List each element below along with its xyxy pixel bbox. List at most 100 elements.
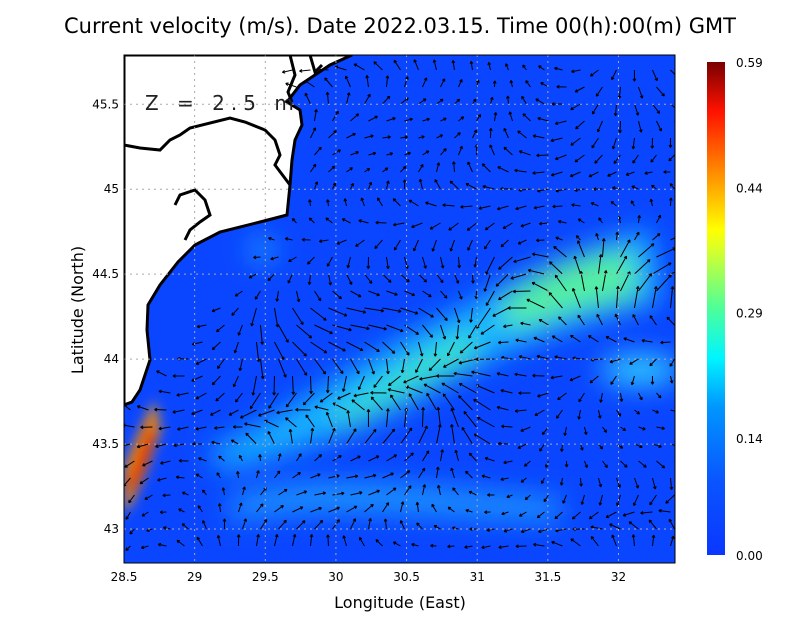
velocity-arrow xyxy=(358,219,369,224)
velocity-arrow xyxy=(418,178,423,190)
velocity-arrow xyxy=(537,392,549,398)
velocity-arrow xyxy=(250,307,257,327)
velocity-arrow xyxy=(554,511,563,520)
velocity-arrow xyxy=(545,460,549,468)
velocity-arrow xyxy=(308,199,312,207)
velocity-arrow xyxy=(652,409,659,414)
velocity-arrow xyxy=(385,256,390,270)
velocity-arrow xyxy=(216,534,221,547)
velocity-arrow xyxy=(140,425,153,430)
velocity-arrow xyxy=(172,374,185,378)
velocity-arrow xyxy=(481,163,491,173)
velocity-arrow xyxy=(558,316,567,326)
velocity-arrow xyxy=(620,460,628,468)
velocity-arrow xyxy=(136,405,149,411)
velocity-arrow xyxy=(638,273,653,292)
velocity-arrow xyxy=(435,162,441,173)
velocity-arrow xyxy=(466,222,477,231)
velocity-arrow xyxy=(351,399,365,411)
velocity-arrow xyxy=(292,307,304,326)
velocity-arrow xyxy=(375,539,383,547)
coastline-detail xyxy=(124,55,324,241)
velocity-arrow xyxy=(630,375,635,386)
velocity-arrow xyxy=(309,534,314,547)
velocity-vectors xyxy=(124,59,675,551)
velocity-arrow xyxy=(518,150,531,156)
velocity-arrow xyxy=(562,494,567,504)
velocity-arrow xyxy=(393,59,401,71)
velocity-arrow xyxy=(270,256,279,261)
velocity-arrow xyxy=(471,273,475,284)
velocity-arrow xyxy=(633,103,640,116)
velocity-arrow xyxy=(489,96,494,105)
velocity-arrow xyxy=(570,103,581,111)
velocity-arrow xyxy=(447,544,455,549)
velocity-arrow xyxy=(196,324,207,329)
velocity-arrow xyxy=(473,341,491,350)
velocity-arrow xyxy=(442,203,455,207)
velocity-arrow xyxy=(454,132,461,139)
velocity-arrow xyxy=(139,477,149,485)
velocity-arrow xyxy=(602,426,608,433)
velocity-arrow xyxy=(465,470,473,479)
velocity-arrow xyxy=(510,273,527,280)
chart-title: Current velocity (m/s). Date 2022.03.15.… xyxy=(64,14,736,38)
velocity-arrow xyxy=(325,411,333,428)
velocity-arrow xyxy=(296,324,313,339)
velocity-arrow xyxy=(551,540,563,547)
velocity-arrow xyxy=(314,146,322,156)
velocity-arrow xyxy=(674,460,675,463)
velocity-arrow xyxy=(217,503,222,513)
velocity-arrow xyxy=(536,354,549,360)
velocity-arrow xyxy=(328,427,336,445)
velocity-arrow xyxy=(537,116,549,122)
velocity-arrow xyxy=(607,171,617,177)
velocity-arrow xyxy=(598,443,604,450)
velocity-arrow xyxy=(373,61,383,71)
velocity-arrow xyxy=(674,426,675,428)
velocity-arrow xyxy=(540,82,549,88)
velocity-arrow xyxy=(400,135,408,140)
velocity-arrow xyxy=(597,254,603,275)
velocity-arrow xyxy=(210,409,221,416)
velocity-arrow xyxy=(418,467,426,479)
velocity-arrow xyxy=(386,290,398,296)
velocity-arrow xyxy=(163,526,171,530)
velocity-arrow xyxy=(365,75,370,88)
velocity-arrow xyxy=(670,443,675,447)
velocity-arrow xyxy=(629,358,639,365)
velocity-arrow xyxy=(272,375,276,396)
velocity-arrow xyxy=(533,542,545,547)
velocity-arrow xyxy=(431,239,437,252)
velocity-arrow xyxy=(176,539,185,547)
velocity-arrow xyxy=(669,375,674,384)
velocity-arrow xyxy=(421,407,425,428)
velocity-arrow xyxy=(429,222,441,230)
velocity-arrow xyxy=(620,271,631,292)
velocity-arrow xyxy=(487,493,495,497)
velocity-arrow xyxy=(400,307,419,315)
velocity-arrow xyxy=(385,358,390,375)
velocity-arrow xyxy=(285,392,297,408)
velocity-arrow xyxy=(154,407,167,412)
velocity-arrow xyxy=(450,424,455,445)
velocity-arrow xyxy=(332,455,342,462)
velocity-arrow xyxy=(314,491,327,496)
colorbar-tick-label: 0.29 xyxy=(736,307,763,321)
velocity-arrow xyxy=(539,443,545,452)
velocity-arrow xyxy=(195,358,207,365)
velocity-arrow xyxy=(364,167,371,173)
velocity-arrow xyxy=(157,542,167,547)
velocity-arrow xyxy=(237,502,243,513)
colorbar-tick-label: 0.00 xyxy=(736,549,763,563)
velocity-arrow xyxy=(495,273,509,287)
velocity-arrow xyxy=(346,505,358,513)
velocity-arrow xyxy=(222,518,227,530)
velocity-arrow xyxy=(237,324,243,336)
velocity-arrow xyxy=(440,78,446,88)
velocity-arrow xyxy=(434,179,441,190)
velocity-arrow xyxy=(433,341,438,357)
velocity-arrow xyxy=(422,117,430,122)
velocity-arrow xyxy=(375,220,387,225)
velocity-arrow xyxy=(309,427,315,445)
